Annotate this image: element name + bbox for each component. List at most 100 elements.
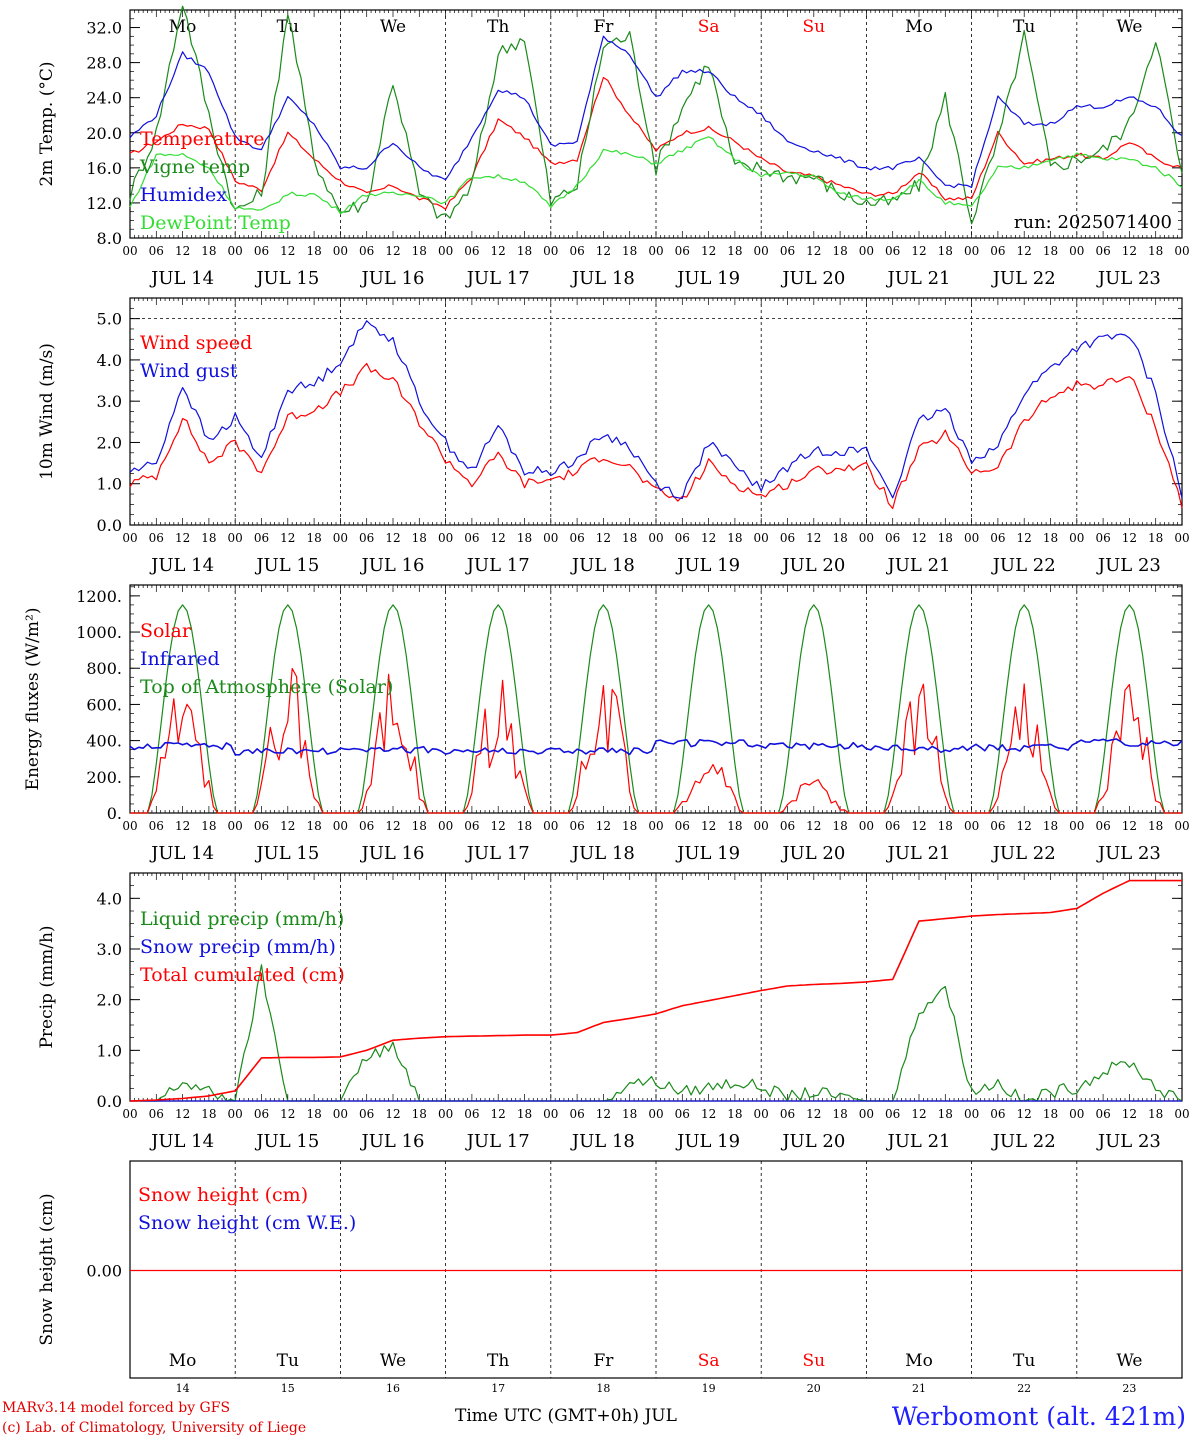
hour-tick-label: 06: [1095, 244, 1110, 258]
day-name: Mo: [169, 1351, 197, 1371]
y-tick-label: 8.0: [97, 229, 122, 248]
hour-tick-label: 18: [517, 244, 532, 258]
hour-tick-label: 00: [964, 531, 979, 545]
hour-tick-label: 00: [648, 819, 663, 833]
hour-tick-label: 18: [1148, 819, 1163, 833]
date-label: JUL 14: [149, 843, 214, 864]
date-label: JUL 22: [991, 843, 1056, 864]
hour-tick-label: 18: [412, 244, 427, 258]
hour-tick-label: 18: [938, 244, 953, 258]
y-axis-label: Precip (mm/h): [37, 925, 57, 1048]
hour-tick-label: 18: [517, 531, 532, 545]
hour-tick-label: 06: [254, 819, 269, 833]
hour-tick-label: 06: [675, 819, 690, 833]
hour-tick-label: 18: [306, 244, 321, 258]
legend-entry: Wind speed: [140, 332, 252, 354]
meteogram: 8.0 12.0 16.0 20.0 24.0 28.0 32.0 2m Temp. (°C)…: [23, 5, 1190, 1395]
hour-tick-label: 06: [569, 531, 584, 545]
hour-tick-label: 06: [675, 244, 690, 258]
date-label: JUL 17: [465, 1131, 530, 1152]
y-tick-label: 1200.: [76, 587, 122, 606]
y-tick-label: 1.0: [97, 475, 122, 494]
day-number-label: 15: [281, 1382, 295, 1395]
hour-tick-label: 06: [569, 819, 584, 833]
hour-tick-label: 00: [122, 819, 137, 833]
temperature-series: [129, 35, 1183, 189]
hour-tick-label: 06: [359, 819, 374, 833]
hour-tick-label: 00: [122, 531, 137, 545]
date-label: JUL 17: [465, 268, 530, 289]
day-number-label: 19: [702, 1382, 716, 1395]
model-credit: MARv3.14 model forced by GFS: [2, 1400, 231, 1416]
hour-tick-label: 12: [280, 531, 295, 545]
hour-tick-label: 12: [280, 1107, 295, 1121]
hour-tick-label: 06: [780, 819, 795, 833]
hour-tick-label: 12: [701, 244, 716, 258]
hour-tick-label: 18: [1043, 819, 1058, 833]
legend-entry: Snow height (cm W.E.): [138, 1212, 356, 1234]
legend-entry: Snow height (cm): [138, 1184, 308, 1206]
day-name: We: [1116, 1351, 1142, 1371]
temperature-series: [129, 136, 1183, 215]
hour-tick-label: 18: [622, 244, 637, 258]
precip-series: [129, 879, 1182, 1102]
hour-tick-label: 06: [569, 1107, 584, 1121]
day-number-label: 21: [912, 1382, 926, 1395]
hour-tick-label: 00: [1174, 531, 1189, 545]
day-name: Mo: [905, 1351, 933, 1371]
y-tick-label: 24.0: [86, 89, 122, 108]
hour-tick-label: 18: [938, 819, 953, 833]
hour-tick-label: 12: [491, 244, 506, 258]
y-tick-label: 1.0: [97, 1041, 122, 1060]
hour-tick-label: 18: [517, 1107, 532, 1121]
hour-tick-label: 06: [464, 1107, 479, 1121]
hour-tick-label: 00: [1174, 1107, 1189, 1121]
y-tick-label: 3.0: [97, 392, 122, 411]
day-name: Su: [802, 17, 825, 37]
date-label: JUL 21: [886, 1131, 951, 1152]
date-label: JUL 18: [570, 1131, 635, 1152]
hour-tick-label: 06: [254, 244, 269, 258]
date-label: JUL 15: [254, 268, 319, 289]
hour-tick-label: 06: [885, 244, 900, 258]
date-label: JUL 15: [254, 843, 319, 864]
y-tick-label: 4.0: [97, 889, 122, 908]
hour-tick-label: 06: [569, 244, 584, 258]
legend-entry: DewPoint Temp: [140, 212, 291, 234]
hour-tick-label: 00: [859, 531, 874, 545]
hour-tick-label: 18: [1043, 531, 1058, 545]
hour-tick-label: 06: [1095, 531, 1110, 545]
legend-entry: Total cumulated (cm): [140, 964, 345, 986]
y-axis-label: 2m Temp. (°C): [37, 61, 57, 186]
hour-tick-label: 12: [175, 531, 190, 545]
hour-tick-label: 18: [306, 1107, 321, 1121]
hour-tick-label: 00: [1174, 819, 1189, 833]
legend-entry: Snow precip (mm/h): [140, 936, 336, 958]
hour-tick-label: 00: [333, 244, 348, 258]
day-name: We: [1116, 17, 1142, 37]
hour-tick-label: 12: [806, 531, 821, 545]
y-tick-label: 3.0: [97, 940, 122, 959]
hour-tick-label: 18: [727, 531, 742, 545]
hour-tick-label: 00: [543, 819, 558, 833]
hour-tick-label: 18: [622, 819, 637, 833]
hour-tick-label: 06: [780, 531, 795, 545]
hour-tick-label: 12: [175, 819, 190, 833]
hour-tick-label: 00: [438, 819, 453, 833]
hour-tick-label: 12: [911, 244, 926, 258]
hour-tick-label: 12: [1017, 1107, 1032, 1121]
hour-tick-label: 18: [306, 819, 321, 833]
hour-tick-label: 12: [1017, 819, 1032, 833]
hour-tick-label: 06: [990, 244, 1005, 258]
date-label: JUL 20: [780, 1131, 845, 1152]
hour-tick-label: 18: [832, 819, 847, 833]
legend-entry: Infrared: [140, 648, 220, 670]
day-number-label: 17: [491, 1382, 505, 1395]
hour-tick-label: 18: [1043, 1107, 1058, 1121]
day-name: Tu: [277, 17, 299, 37]
hour-tick-label: 00: [543, 244, 558, 258]
lab-credit: (c) Lab. of Climatology, University of L…: [2, 1420, 307, 1436]
hour-tick-label: 00: [333, 819, 348, 833]
date-label: JUL 19: [675, 555, 740, 576]
y-tick-label: 400.: [86, 732, 122, 751]
